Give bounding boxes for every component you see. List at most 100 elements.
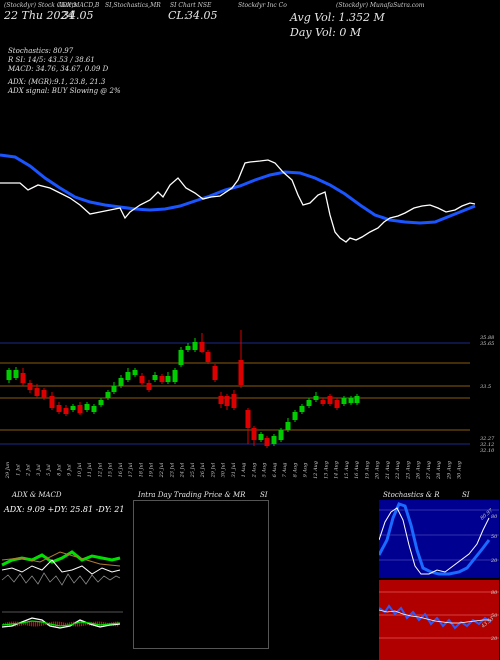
candle-body <box>334 400 340 408</box>
candle-body <box>13 370 19 378</box>
candle-body <box>278 430 284 440</box>
adx-oscillation <box>1 572 121 586</box>
date-tick-label: 10 Jul <box>77 462 83 477</box>
candle-body <box>159 376 165 382</box>
candle-body <box>205 352 211 362</box>
candle-body <box>224 396 230 406</box>
header-day-vol: Day Vol: 0 M <box>290 26 362 39</box>
date-tick-label: 16 Aug <box>354 461 360 479</box>
macd-histogram-bar <box>33 621 35 627</box>
macd-histogram-bar <box>35 621 37 627</box>
candle-body <box>178 350 184 365</box>
date-tick-label: 5 Aug <box>262 463 268 478</box>
candlestick-series <box>6 330 360 448</box>
price-label-5: 32.12 <box>480 442 494 448</box>
candle-body <box>264 438 270 446</box>
macd-readout: MACD: 34.76, 34.67, 0.09 D <box>8 65 109 73</box>
date-axis: 29 Jun 1 Jul 2 Jul 3 Jul 5 Jul 8 Jul 9 Jul 10 J… <box>5 461 463 480</box>
macd-line <box>1 617 121 629</box>
adx-signal-readout: ADX signal: BUY Slowing @ 2% <box>8 87 121 95</box>
date-tick-label: 23 Aug <box>405 461 411 480</box>
candle-body <box>98 400 104 405</box>
price-label-1: 35.88 <box>480 335 494 341</box>
macd-histogram-bar <box>21 622 23 626</box>
candle-body <box>152 375 158 380</box>
macd-histogram-bar <box>23 622 25 626</box>
macd-histogram-bar <box>85 622 87 626</box>
intraday-panel <box>133 500 269 649</box>
macd-signal-line <box>1 620 121 627</box>
date-tick-label: 9 Jul <box>67 464 73 476</box>
date-tick-label: 19 Aug <box>364 461 370 479</box>
macd-histogram-bar <box>39 621 41 627</box>
candle-body <box>245 410 251 428</box>
date-tick-label: 2 Aug <box>251 463 257 479</box>
si-panel-title: SI <box>260 491 268 499</box>
date-tick-label: 6 Aug <box>272 463 278 478</box>
stochastics-readout: Stochastics: 80.97 <box>8 47 74 55</box>
date-tick-label: 30 Aug <box>457 461 463 479</box>
price-label-6: 32.10 <box>480 448 495 454</box>
date-tick-label: 1 Aug <box>241 463 247 478</box>
si-scale-80: 80 <box>491 590 498 596</box>
candle-body <box>299 406 305 412</box>
macd-histogram-bar <box>41 622 43 626</box>
macd-histogram-bar <box>81 621 83 627</box>
candle-body <box>258 434 264 440</box>
candle-body <box>91 406 97 412</box>
date-tick-label: 28 Aug <box>436 461 442 480</box>
si-readout: R SI: 14/5: 43.53 / 38.61 <box>8 56 95 64</box>
stoch-scale-80: 80 <box>491 514 498 520</box>
si-scale-20: 20 <box>490 636 498 642</box>
date-tick-label: 22 Aug <box>395 461 401 480</box>
stoch-scale-50: 50 <box>491 534 498 540</box>
date-tick-label: 27 Aug <box>426 461 432 480</box>
macd-histogram-bar <box>5 622 7 626</box>
candle-body <box>238 360 244 385</box>
date-tick-label: 8 Aug <box>292 463 298 478</box>
candle-body <box>348 398 354 403</box>
header-mid-label: SI,Stochastics,MR <box>105 2 161 9</box>
adx-values-label: ADX: 9.09 +DY: 25.81 -DY: 21.51 <box>3 505 125 514</box>
header-avg-vol: Avg Vol: 1.352 M <box>290 11 385 24</box>
date-tick-label: 15 Jul <box>108 462 114 477</box>
date-tick-label: 25 Jul <box>190 462 196 478</box>
date-tick-label: 20 Aug <box>375 461 381 480</box>
candle-body <box>111 386 117 392</box>
price-label-4: 32.27 <box>480 436 495 442</box>
candle-body <box>251 428 257 440</box>
header-close-value: 34.05 <box>186 9 218 22</box>
si-scale-50: 50 <box>491 613 498 619</box>
price-line <box>0 159 476 243</box>
date-tick-label: 21 Aug <box>385 461 391 480</box>
date-tick-label: 13 Aug <box>323 461 329 479</box>
macd-histogram-bar <box>83 622 85 626</box>
date-tick-label: 30 Jul <box>221 462 227 477</box>
candle-body <box>77 405 83 413</box>
stoch-panel-title: Stochastics & R <box>383 491 440 499</box>
date-tick-label: 12 Aug <box>313 461 319 479</box>
candle-body <box>212 366 218 380</box>
candle-body <box>132 370 138 375</box>
date-tick-label: 18 Jul <box>138 462 144 477</box>
candle-body <box>146 383 152 390</box>
date-tick-label: 1 Jul <box>15 464 21 476</box>
date-tick-label: 26 Jul <box>200 462 206 478</box>
date-tick-label: 31 Jul <box>231 462 237 477</box>
si-slow-line <box>379 609 491 624</box>
candle-body <box>139 376 145 383</box>
candle-body <box>49 396 55 408</box>
header-close-small: 34.05 <box>62 9 94 22</box>
candle-body <box>165 376 171 382</box>
macd-histogram-bar <box>77 621 79 627</box>
date-tick-label: 14 Aug <box>334 461 340 479</box>
date-tick-label: 9 Aug <box>303 463 309 478</box>
date-tick-label: 24 Jul <box>180 462 186 478</box>
candle-body <box>292 412 298 420</box>
candle-body <box>6 370 12 380</box>
candle-body <box>20 373 26 383</box>
date-tick-label: 29 Jun <box>5 462 11 479</box>
macd-histogram-bar <box>59 621 61 627</box>
price-label-2: 35.65 <box>480 341 494 347</box>
date-tick-label: 3 Jul <box>36 464 42 476</box>
